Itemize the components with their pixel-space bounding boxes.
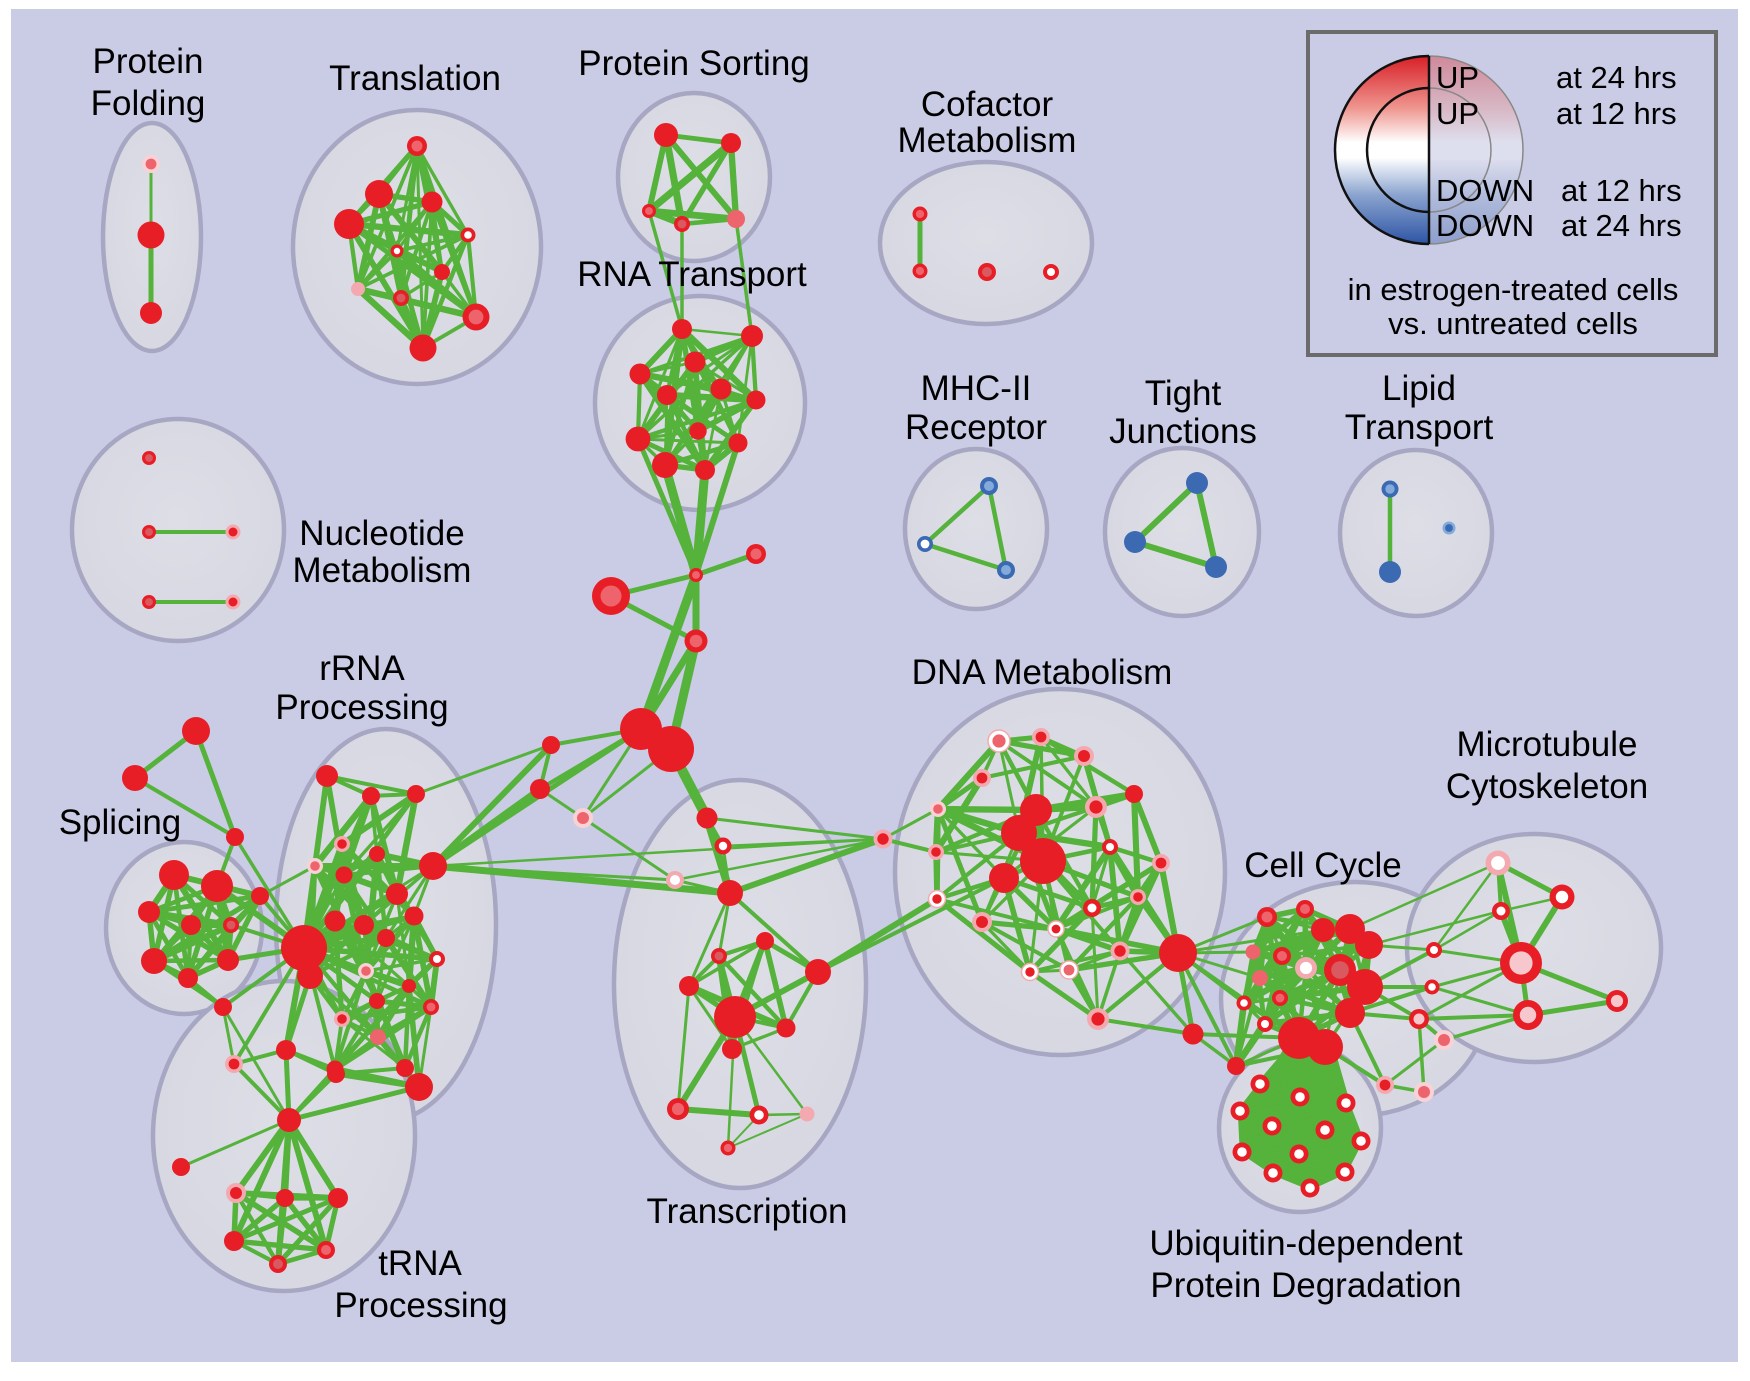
svg-text:Lipid: Lipid bbox=[1382, 369, 1456, 408]
svg-text:at 24 hrs: at 24 hrs bbox=[1561, 208, 1682, 243]
svg-text:Junctions: Junctions bbox=[1109, 412, 1257, 451]
svg-text:Protein Sorting: Protein Sorting bbox=[578, 44, 810, 83]
svg-text:Translation: Translation bbox=[329, 59, 501, 98]
svg-text:Cytoskeleton: Cytoskeleton bbox=[1446, 767, 1648, 806]
svg-text:Cofactor: Cofactor bbox=[921, 85, 1054, 124]
svg-text:DNA Metabolism: DNA Metabolism bbox=[912, 653, 1173, 692]
svg-text:Cell Cycle: Cell Cycle bbox=[1244, 846, 1402, 885]
svg-text:at 12 hrs: at 12 hrs bbox=[1561, 173, 1682, 208]
svg-text:Transcription: Transcription bbox=[647, 1192, 848, 1231]
svg-text:MHC-II: MHC-II bbox=[921, 369, 1032, 408]
svg-text:Splicing: Splicing bbox=[59, 803, 182, 842]
svg-text:DOWN: DOWN bbox=[1436, 173, 1534, 208]
svg-text:Processing: Processing bbox=[334, 1286, 507, 1325]
svg-text:vs. untreated cells: vs. untreated cells bbox=[1388, 306, 1638, 341]
svg-text:Ubiquitin-dependent: Ubiquitin-dependent bbox=[1149, 1224, 1463, 1263]
svg-text:in estrogen-treated cells: in estrogen-treated cells bbox=[1348, 272, 1679, 307]
svg-text:at 24 hrs: at 24 hrs bbox=[1556, 60, 1677, 95]
svg-text:UP: UP bbox=[1436, 60, 1479, 95]
svg-text:Tight: Tight bbox=[1145, 374, 1222, 413]
svg-text:Protein: Protein bbox=[93, 42, 204, 81]
svg-text:RNA Transport: RNA Transport bbox=[577, 255, 807, 294]
svg-text:Receptor: Receptor bbox=[905, 408, 1047, 447]
svg-text:Processing: Processing bbox=[275, 688, 448, 727]
svg-text:rRNA: rRNA bbox=[319, 649, 405, 688]
svg-text:UP: UP bbox=[1436, 96, 1479, 131]
svg-text:at 12 hrs: at 12 hrs bbox=[1556, 96, 1677, 131]
svg-text:Transport: Transport bbox=[1345, 408, 1494, 447]
svg-text:Metabolism: Metabolism bbox=[898, 121, 1077, 160]
svg-text:Microtubule: Microtubule bbox=[1457, 725, 1638, 764]
svg-text:Nucleotide: Nucleotide bbox=[299, 514, 464, 553]
svg-text:Protein Degradation: Protein Degradation bbox=[1150, 1266, 1461, 1305]
svg-text:Metabolism: Metabolism bbox=[293, 551, 472, 590]
svg-text:DOWN: DOWN bbox=[1436, 208, 1534, 243]
svg-text:Folding: Folding bbox=[91, 84, 206, 123]
svg-text:tRNA: tRNA bbox=[378, 1244, 462, 1283]
